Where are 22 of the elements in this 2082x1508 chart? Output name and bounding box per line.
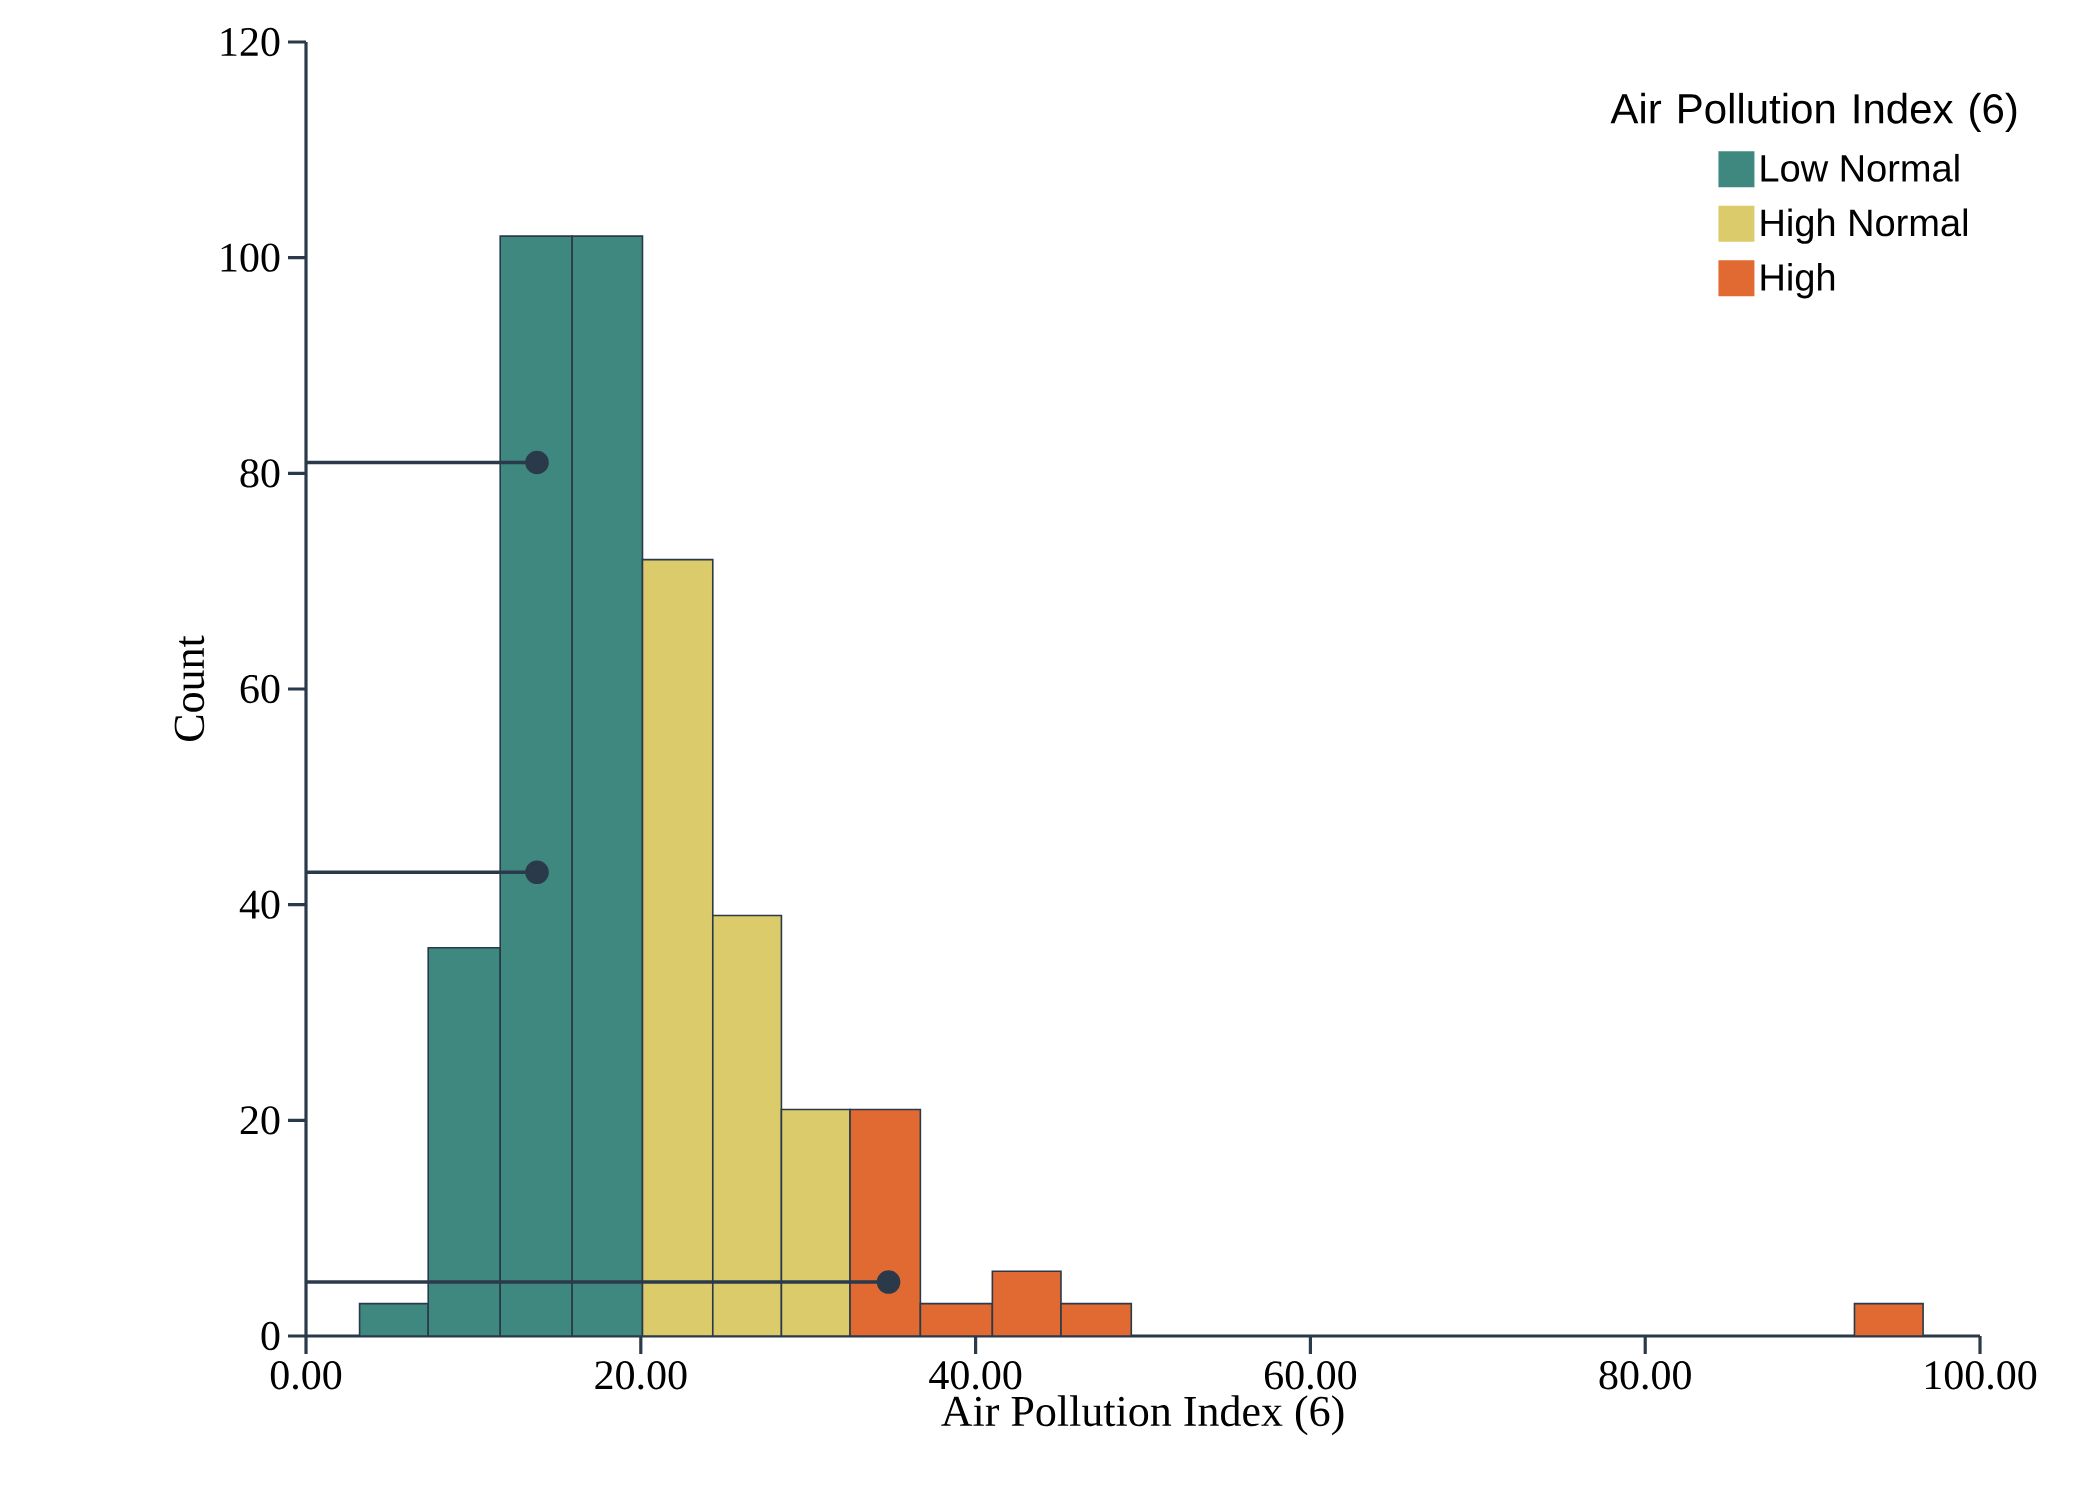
point bbox=[525, 450, 549, 475]
y-tick-label: 0 bbox=[261, 1321, 280, 1351]
y-tick-label: 60 bbox=[240, 674, 280, 704]
x-axis-title: Air Pollution Index (6) bbox=[941, 1395, 1344, 1436]
y-axis-title: Count bbox=[174, 635, 205, 741]
x-tick-label: 100.00 bbox=[1925, 1361, 2037, 1390]
x-tick-label: 40.00 bbox=[929, 1361, 1022, 1390]
x-tick-label: 20.00 bbox=[595, 1361, 687, 1390]
y-tick-label: 20 bbox=[240, 1106, 280, 1135]
legend-label: Low Normal bbox=[1761, 153, 1959, 182]
y-tick-label: 100 bbox=[221, 243, 280, 272]
y-tick-label: 80 bbox=[240, 459, 280, 488]
point bbox=[876, 1270, 901, 1294]
legend-label: High bbox=[1761, 262, 1835, 299]
y-tick-label: 120 bbox=[221, 27, 280, 57]
legend-title: Air Pollution Index (6) bbox=[1610, 92, 2017, 132]
x-tick-label: 60.00 bbox=[1264, 1361, 1357, 1390]
y-tick-label: 40 bbox=[239, 890, 280, 919]
legend-label: High Normal bbox=[1761, 208, 1967, 244]
x-tick-label: 80.00 bbox=[1599, 1361, 1691, 1390]
point bbox=[525, 860, 549, 885]
x-tick-label: 0.00 bbox=[270, 1361, 342, 1390]
